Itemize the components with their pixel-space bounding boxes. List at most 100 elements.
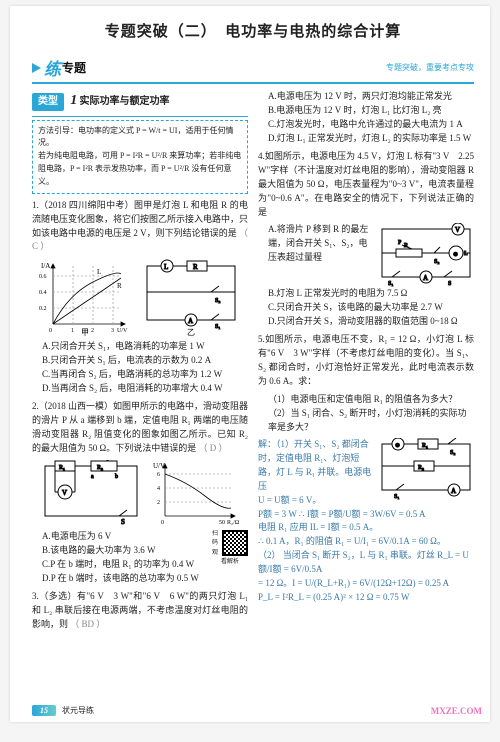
svg-text:S₁: S₁ xyxy=(394,494,399,500)
svg-text:0.4: 0.4 xyxy=(39,290,47,296)
page-number: 15 xyxy=(32,705,56,716)
q1-circuit: L R A S₁ S₂ 乙 xyxy=(141,258,241,336)
q1-opt-b: B.只闭合开关 S₁ 后，电流表的示数为 0.2 A xyxy=(32,354,248,368)
q3-opt-a: A.电源电压为 12 V 时，两只灯泡均能正常发光 xyxy=(258,90,474,104)
q2-graph: U/V 6 4 2 0 50 R₂/Ω xyxy=(153,460,239,526)
svg-text:4: 4 xyxy=(157,486,160,492)
q1-opt-d: D.当再闭合 S₂ 后，电阻消耗的功率增大 0.4 W xyxy=(32,382,248,396)
q3-answer: （ BD ） xyxy=(70,619,105,629)
type-header: 类型 1 实际功率与额定功率 xyxy=(32,90,248,112)
method-box: 方法引导：电功率的定义式 P = W/t = UI，适用于任何情况。 若为纯电阻… xyxy=(32,120,248,194)
svg-text:R₂: R₂ xyxy=(97,465,103,471)
q2-circuit: R₁ R₂ P a b V S xyxy=(41,460,141,526)
q5-sol-5: （2） 当闭合 S₁ 断开 S₂，L 与 R₁ 串联。灯丝 R_L = U额/I… xyxy=(258,549,474,577)
section-sub: 专题 xyxy=(62,59,86,76)
svg-text:⊗: ⊗ xyxy=(395,443,400,449)
svg-text:L: L xyxy=(396,438,400,440)
q4-opt-c: C.只闭合开关 S，该电路的最大功率是 2.7 W xyxy=(258,301,474,315)
q1-opt-a: A.只闭合开关 S₁，电路消耗的功率是 1 W xyxy=(32,340,248,354)
q5-sol-6: = 12 Ω。I = U/(R_L+R₁) = 6V/(12Ω+12Ω) = 0… xyxy=(258,577,474,591)
svg-text:A: A xyxy=(451,487,456,495)
q5-p1: （1）电源电压和定值电阻 R₁ 的阻值各为多大？ xyxy=(258,393,474,407)
type-label: 类型 xyxy=(32,93,64,111)
svg-text:R: R xyxy=(117,282,122,290)
question-1: 1.（2018 四川绵阳中考）图甲是灯泡 L 和电阻 R 的电流随电压变化图象，… xyxy=(32,199,248,255)
svg-text:0.6: 0.6 xyxy=(39,274,47,280)
q1-stem: 1.（2018 四川绵阳中考）图甲是灯泡 L 和电阻 R 的电流随电压变化图象，… xyxy=(32,200,248,238)
svg-text:R₁: R₁ xyxy=(59,465,65,471)
svg-text:S₁: S₁ xyxy=(215,324,220,330)
q4-stem: 4.如图所示，电源电压为 4.5 V，灯泡 L 标有"3 V 2.25 W"字样… xyxy=(258,151,474,217)
svg-text:I/A: I/A xyxy=(41,262,50,270)
svg-text:0: 0 xyxy=(49,328,52,334)
svg-text:2: 2 xyxy=(157,500,160,506)
svg-text:b: b xyxy=(115,474,118,480)
method-line: 阻电路，P = I²R 表示发热功率，而 P = U²/R 没有任何意义。 xyxy=(38,163,242,189)
q1-graph: I/A 0.60.40.2 0 123 U/V LR 甲 xyxy=(39,258,129,336)
svg-text:⊗: ⊗ xyxy=(453,252,458,258)
qr-code-icon[interactable] xyxy=(222,530,248,556)
svg-text:U/V: U/V xyxy=(117,328,128,334)
question-4: 4.如图所示，电源电压为 4.5 V，灯泡 L 标有"3 V 2.25 W"字样… xyxy=(258,150,474,220)
svg-text:R₂: R₂ xyxy=(418,465,424,471)
svg-text:0.2: 0.2 xyxy=(39,306,47,312)
svg-text:S₂: S₂ xyxy=(450,450,455,456)
svg-text:a: a xyxy=(91,474,94,480)
q1-opt-c: C.当再闭合 S₂ 后，电路消耗的总功率为 1.2 W xyxy=(32,368,248,382)
q5-sol-4: ∴ 0.1 A，R₁ 的阻值 R₁ = U/I₁ = 6V/0.1A = 60 … xyxy=(258,535,474,549)
svg-text:L: L xyxy=(164,263,168,271)
type-num: 1 xyxy=(70,93,77,108)
svg-text:S₂: S₂ xyxy=(434,259,439,265)
footer: 15 状元导练 xyxy=(32,705,94,716)
q3-opt-b: B.电源电压为 12 V 时，灯泡 L₁ 比灯泡 L₂ 亮 xyxy=(258,104,474,118)
svg-text:2: 2 xyxy=(91,328,94,334)
svg-text:甲: 甲 xyxy=(81,328,89,336)
svg-text:P: P xyxy=(87,460,91,461)
book-name: 状元导练 xyxy=(62,705,94,716)
q1-figures: I/A 0.60.40.2 0 123 U/V LR 甲 L R A xyxy=(32,258,248,336)
svg-text:A: A xyxy=(423,274,428,282)
svg-text:V: V xyxy=(455,226,460,234)
q5-sol-7: P_L = I²R_L = (0.25 A)² × 12 Ω = 0.75 W xyxy=(258,591,474,605)
triangle-icon xyxy=(32,63,41,73)
svg-text:6: 6 xyxy=(157,472,160,478)
q3-opt-d: D.灯泡 L₁ 正常发光时，灯泡 L₂ 的实际功率是 1.5 W xyxy=(258,132,474,146)
svg-text:L: L xyxy=(97,268,101,276)
question-2: 2.（2018 山西一模）如图甲所示的电路中，滑动变阻器的滑片 P 从 a 端移… xyxy=(32,400,248,456)
q2-figures: R₁ R₂ P a b V S xyxy=(32,460,248,526)
q3-stem: 3.（多选）有"6 V 3 W"和"6 V 6 W"的两只灯泡 L₁ 和 L₂ … xyxy=(32,591,248,629)
page-title: 专题突破（二） 电功率与电热的综合计算 xyxy=(32,20,474,41)
type-title: 实际功率与额定功率 xyxy=(80,96,170,107)
q4-opt-d: D.只闭合开关 S，滑动变阻器的取值范围 0~18 Ω xyxy=(258,315,474,329)
q5-stem: 5.如图所示，电源电压不变，R₁ = 12 Ω，小灯泡 L 标有"6 V 3 W… xyxy=(258,334,474,386)
svg-text:0: 0 xyxy=(161,520,164,526)
q2-answer: （ D ） xyxy=(198,443,227,453)
svg-text:S: S xyxy=(121,518,125,526)
q5-sol-3: 电阻 R₁ 应用 IL = I额 = 0.5 A。 xyxy=(258,521,474,535)
svg-text:50: 50 xyxy=(219,520,225,526)
q2-opt-d: D.P 在 b 端时，该电路的总功率为 0.5 W xyxy=(32,572,248,586)
question-5: 5.如图所示，电源电压不变，R₁ = 12 Ω，小灯泡 L 标有"6 V 3 W… xyxy=(258,333,474,389)
svg-text:R₂/Ω: R₂/Ω xyxy=(227,520,239,526)
svg-text:V: V xyxy=(62,489,67,497)
svg-text:P: P xyxy=(398,240,402,246)
svg-text:S: S xyxy=(448,281,451,287)
q4-circuit: V ⊗L R P A S₁ S₂ S xyxy=(378,223,474,287)
svg-text:R₁: R₁ xyxy=(422,443,428,449)
q5-sol-2: P额 = 3 W ∴ I额 = P额/U额 = 3W/6V = 0.5 A xyxy=(258,508,474,522)
q4-opt-b: B.灯泡 L 正常发光时的电阻为 7.5 Ω xyxy=(258,287,474,301)
svg-text:A: A xyxy=(188,317,193,325)
q5-p2: （2）当 S₁ 闭合、S₂ 断开时，小灯泡消耗的实际功率是多大？ xyxy=(258,407,474,435)
svg-text:R: R xyxy=(193,263,198,271)
section-big: 练 xyxy=(44,55,61,80)
method-line: 若为纯电阻电路，可用 P = I²R = U²/R 来算功率；若非纯电 xyxy=(38,150,242,163)
q5-circuit: ⊗ L R₁ S₂ R₂ A S₁ xyxy=(378,438,474,500)
question-3: 3.（多选）有"6 V 3 W"和"6 V 6 W"的两只灯泡 L₁ 和 L₂ … xyxy=(32,590,248,632)
svg-text:S₂: S₂ xyxy=(215,298,220,304)
section-header: 练 专题 专题突破，重要考点专攻 xyxy=(32,55,474,84)
svg-text:L: L xyxy=(464,251,468,257)
svg-text:1: 1 xyxy=(71,328,74,334)
svg-text:乙: 乙 xyxy=(187,328,195,336)
svg-text:U/V: U/V xyxy=(153,462,165,470)
q3-opt-c: C.灯泡发光时，电路中允许通过的最大电流为 1 A xyxy=(258,118,474,132)
